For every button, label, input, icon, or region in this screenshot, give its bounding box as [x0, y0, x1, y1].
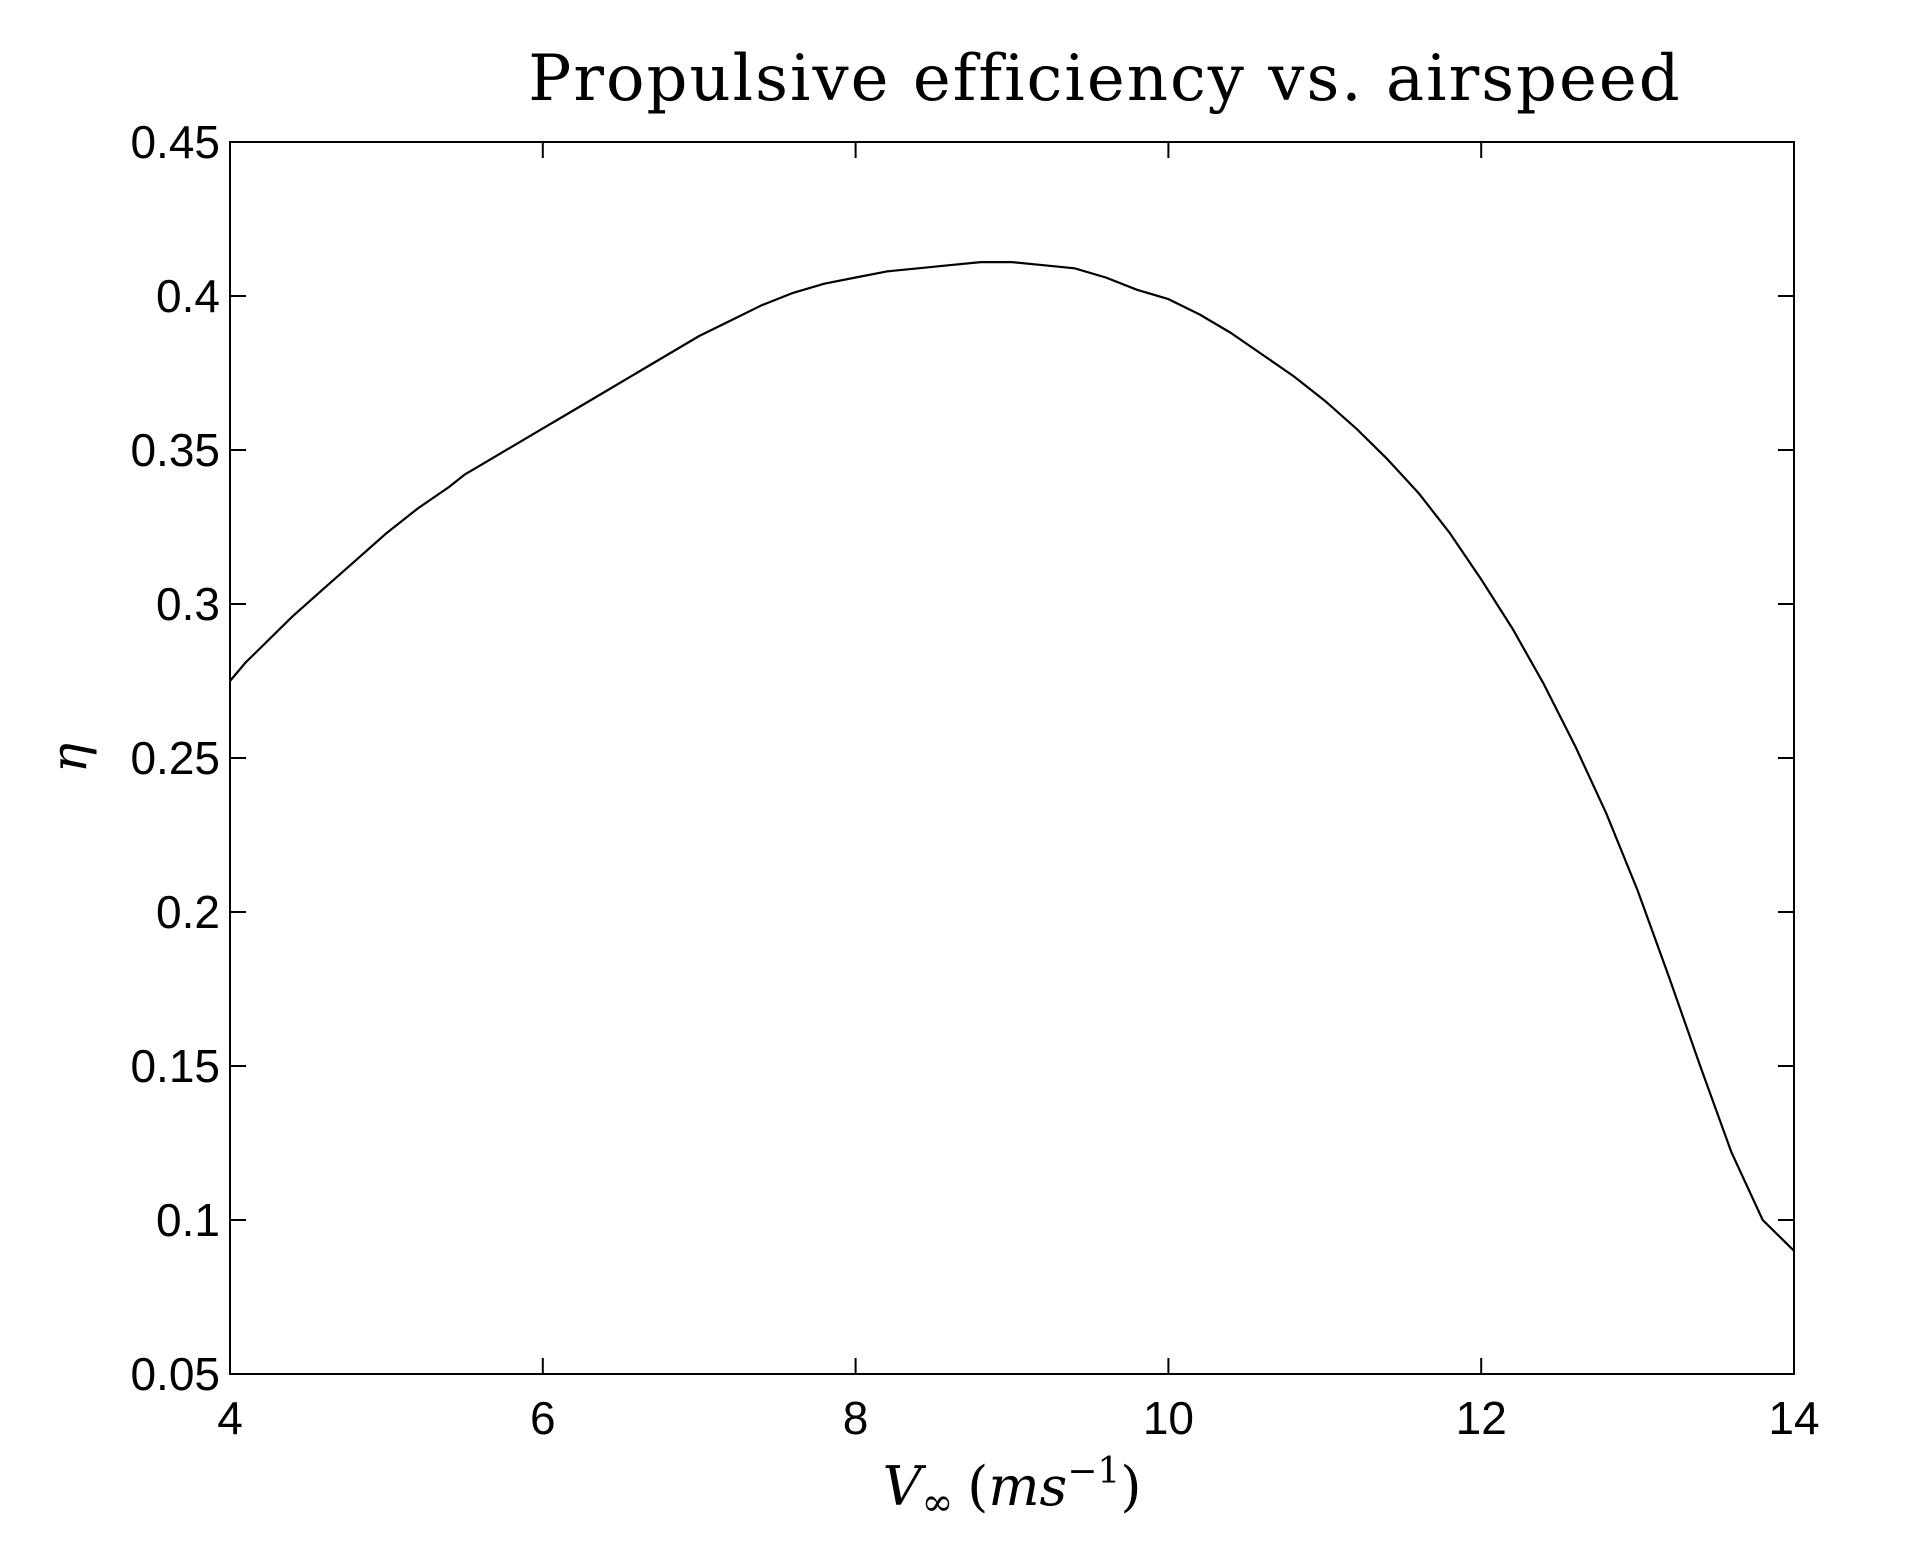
y-tick-label: 0.45	[130, 116, 220, 168]
x-tick-label: 14	[1768, 1392, 1819, 1444]
x-tick-label: 6	[530, 1392, 556, 1444]
x-label-unit-close: )	[1120, 1455, 1141, 1518]
x-label-sub: ∞	[922, 1480, 954, 1524]
x-label-main: V	[883, 1455, 927, 1518]
y-tick-label: 0.05	[130, 1348, 220, 1400]
plot-area-frame	[229, 141, 1795, 1375]
y-axis-label: η	[40, 743, 98, 773]
x-label-sup: −1	[1067, 1451, 1120, 1492]
chart-title: Propulsive efficiency vs. airspeed	[528, 42, 1681, 116]
y-tick-label: 0.2	[156, 886, 220, 938]
x-tick-label: 8	[843, 1392, 869, 1444]
y-tick-label: 0.3	[156, 578, 220, 630]
y-tick-label: 0.1	[156, 1194, 220, 1246]
x-axis-label: V∞ (ms−1)	[883, 1451, 1142, 1524]
x-label-unit: ms	[988, 1455, 1067, 1518]
x-axis-ticks: 4 6 8 10 12 14	[217, 142, 1820, 1444]
x-tick-label: 4	[217, 1392, 243, 1444]
x-label-unit-open: (	[967, 1455, 988, 1518]
y-tick-label: 0.35	[130, 424, 220, 476]
efficiency-curve	[229, 261, 1795, 1252]
y-axis-ticks: 0.05 0.1 0.15 0.2 0.25 0.3 0.35 0.4 0.45	[130, 116, 1794, 1400]
x-tick-label: 10	[1143, 1392, 1194, 1444]
x-tick-label: 12	[1456, 1392, 1507, 1444]
y-tick-label: 0.15	[130, 1040, 220, 1092]
series-layer	[229, 261, 1795, 1252]
y-tick-label: 0.25	[130, 732, 220, 784]
y-tick-label: 0.4	[156, 270, 220, 322]
